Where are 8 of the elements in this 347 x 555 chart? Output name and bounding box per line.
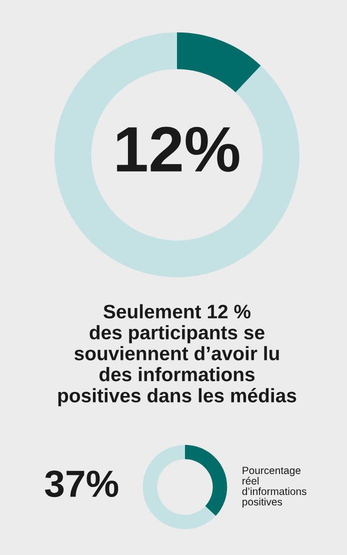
- donut-slice: [54, 32, 300, 278]
- text: 37%: [44, 470, 118, 498]
- donut-slice: [176, 32, 261, 92]
- donut-slice: [184, 444, 228, 516]
- donut-slice: [142, 444, 216, 530]
- text: Pourcentage réel d’informations positives: [242, 466, 306, 508]
- text: Seulement 12 % des participants se souviennent d’avoir lu des informations positives dans les médias: [58, 304, 296, 406]
- data-label: 12%: [117, 126, 240, 172]
